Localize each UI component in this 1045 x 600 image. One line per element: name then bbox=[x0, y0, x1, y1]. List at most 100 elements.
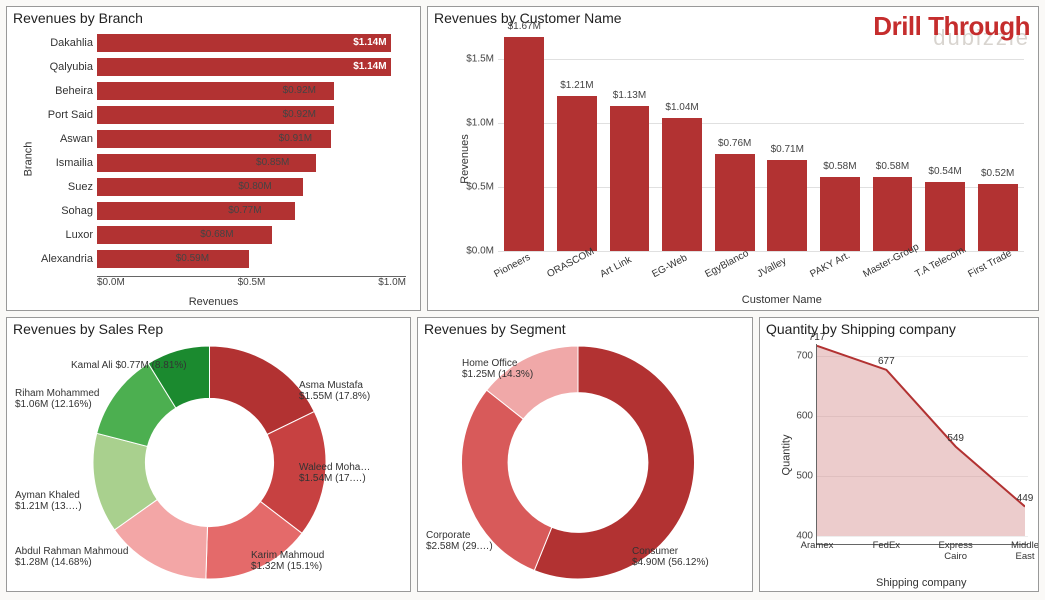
branch-category-label: Ismailia bbox=[11, 157, 93, 169]
branch-value-label: $0.92M bbox=[283, 106, 316, 124]
branch-bar-row: Qalyubia$1.14M bbox=[97, 55, 406, 79]
shipping-area-fill bbox=[817, 346, 1025, 536]
shipping-category-label: FedEx bbox=[856, 540, 916, 551]
branch-xlabel: Revenues bbox=[189, 296, 239, 308]
segment-chart-title: Revenues by Segment bbox=[418, 318, 752, 337]
branch-bar[interactable]: $0.92M bbox=[97, 106, 334, 124]
customer-value-label: $0.58M bbox=[867, 161, 917, 172]
customer-value-label: $0.58M bbox=[815, 161, 865, 172]
customer-category-label: JValley bbox=[756, 256, 789, 281]
branch-value-label: $0.80M bbox=[238, 178, 271, 196]
salesrep-chart-panel: Revenues by Sales Rep Asma Mustafa$1.55M… bbox=[6, 317, 411, 592]
shipping-ylabel: Quantity bbox=[780, 434, 792, 475]
shipping-ytick: 600 bbox=[783, 411, 813, 422]
branch-category-label: Suez bbox=[11, 181, 93, 193]
branch-bar[interactable]: $0.77M bbox=[97, 202, 295, 220]
shipping-value-label: 549 bbox=[947, 433, 964, 444]
customer-bar[interactable]: $0.54M bbox=[925, 182, 965, 251]
branch-xtick: $1.0M bbox=[378, 277, 406, 294]
branch-plot-area: Dakahlia$1.14MQalyubia$1.14MBeheira$0.92… bbox=[97, 31, 406, 276]
branch-bar-row: Port Said$0.92M bbox=[97, 103, 406, 127]
branch-value-label: $0.77M bbox=[228, 202, 261, 220]
branch-category-label: Qalyubia bbox=[11, 61, 93, 73]
shipping-xlabel: Shipping company bbox=[876, 577, 967, 589]
branch-category-label: Luxor bbox=[11, 229, 93, 241]
branch-category-label: Beheira bbox=[11, 85, 93, 97]
branch-bar-row: Luxor$0.68M bbox=[97, 223, 406, 247]
branch-bar[interactable]: $0.68M bbox=[97, 226, 272, 244]
branch-category-label: Alexandria bbox=[11, 253, 93, 265]
branch-bar-row: Dakahlia$1.14M bbox=[97, 31, 406, 55]
customer-category-label: Pioneers bbox=[493, 252, 533, 280]
branch-value-label: $1.14M bbox=[353, 58, 386, 76]
salesrep-plot-area: Asma Mustafa$1.55M (17.8%) Waleed Moha…$1… bbox=[11, 340, 406, 587]
branch-bar[interactable]: $0.59M bbox=[97, 250, 249, 268]
branch-value-label: $0.68M bbox=[200, 226, 233, 244]
branch-value-label: $0.85M bbox=[256, 154, 289, 172]
branch-bar[interactable]: $0.92M bbox=[97, 82, 334, 100]
customer-category-label: Art Link bbox=[598, 254, 633, 280]
shipping-value-label: 677 bbox=[878, 356, 895, 367]
donut-slice-label: Waleed Moha…$1.54M (17.…) bbox=[299, 462, 370, 484]
donut-slice-label: Asma Mustafa$1.55M (17.8%) bbox=[299, 380, 370, 402]
customer-bar[interactable]: $0.76M bbox=[715, 154, 755, 251]
donut-slice-label: Home Office$1.25M (14.3%) bbox=[462, 358, 533, 380]
branch-bar-row: Aswan$0.91M bbox=[97, 127, 406, 151]
customer-category-label: PAKY Art. bbox=[808, 250, 852, 280]
segment-plot-area: Consumer$4.90M (56.12%) Corporate$2.58M (… bbox=[422, 340, 748, 587]
customer-category-label: First Trade bbox=[966, 248, 1013, 280]
customer-bar[interactable]: $1.67M bbox=[504, 37, 544, 251]
customer-ytick: $1.5M bbox=[452, 53, 494, 64]
shipping-chart-title: Quantity by Shipping company bbox=[760, 318, 1038, 337]
customer-ytick: $0.0M bbox=[452, 246, 494, 257]
branch-value-label: $0.91M bbox=[279, 130, 312, 148]
customer-bar[interactable]: $0.58M bbox=[820, 177, 860, 251]
shipping-plot-area: 400500600700717Aramex677FedEx549ExpressC… bbox=[816, 344, 1028, 545]
donut-slice-label: Corporate$2.58M (29.…) bbox=[426, 530, 506, 552]
branch-bar[interactable]: $1.14M bbox=[97, 58, 391, 76]
customer-bar[interactable]: $1.21M bbox=[557, 96, 597, 251]
donut-slice-label: Ayman Khaled$1.21M (13.…) bbox=[15, 490, 105, 512]
branch-category-label: Sohag bbox=[11, 205, 93, 217]
customer-value-label: $1.13M bbox=[604, 90, 654, 101]
branch-bar[interactable]: $1.14M bbox=[97, 34, 391, 52]
branch-bar-row: Sohag$0.77M bbox=[97, 199, 406, 223]
branch-bar-row: Alexandria$0.59M bbox=[97, 247, 406, 271]
branch-bar[interactable]: $0.85M bbox=[97, 154, 316, 172]
branch-chart-panel: Revenues by Branch Branch Dakahlia$1.14M… bbox=[6, 6, 421, 311]
customer-chart-panel: Drill Through dubizzle Revenues by Custo… bbox=[427, 6, 1039, 311]
donut-slice-label: Consumer$4.90M (56.12%) bbox=[632, 546, 709, 568]
shipping-gridline bbox=[817, 536, 1028, 537]
branch-bar[interactable]: $0.80M bbox=[97, 178, 303, 196]
customer-bar[interactable]: $0.71M bbox=[767, 160, 807, 251]
customer-gridline bbox=[498, 59, 1024, 60]
shipping-chart-panel: Quantity by Shipping company Quantity 40… bbox=[759, 317, 1039, 592]
branch-value-label: $0.92M bbox=[283, 82, 316, 100]
customer-xlabel: Customer Name bbox=[742, 294, 822, 306]
branch-bar[interactable]: $0.91M bbox=[97, 130, 331, 148]
customer-bar[interactable]: $0.58M bbox=[873, 177, 913, 251]
branch-category-label: Port Said bbox=[11, 109, 93, 121]
segment-chart-panel: Revenues by Segment Consumer$4.90M (56.1… bbox=[417, 317, 753, 592]
branch-bar-row: Suez$0.80M bbox=[97, 175, 406, 199]
customer-category-label: EgyBlanco bbox=[703, 248, 750, 280]
customer-bar[interactable]: $0.52M bbox=[978, 184, 1018, 251]
customer-plot-area: $0.0M$0.5M$1.0M$1.5M$1.67MPioneers$1.21M… bbox=[498, 33, 1024, 252]
customer-bar[interactable]: $1.04M bbox=[662, 118, 702, 251]
customer-category-label: EG-Web bbox=[650, 252, 689, 280]
customer-ylabel: Revenues bbox=[459, 134, 471, 184]
branch-xtick: $0.0M bbox=[97, 277, 125, 294]
branch-value-label: $1.14M bbox=[353, 34, 386, 52]
customer-bar[interactable]: $1.13M bbox=[610, 106, 650, 251]
customer-gridline bbox=[498, 251, 1024, 252]
branch-chart-title: Revenues by Branch bbox=[7, 7, 420, 26]
customer-ytick: $0.5M bbox=[452, 181, 494, 192]
donut-slice-label: Karim Mahmoud$1.32M (15.1%) bbox=[251, 550, 324, 572]
branch-bar-row: Beheira$0.92M bbox=[97, 79, 406, 103]
branch-category-label: Dakahlia bbox=[11, 37, 93, 49]
branch-bar-row: Ismailia$0.85M bbox=[97, 151, 406, 175]
shipping-value-label: 449 bbox=[1017, 493, 1034, 504]
customer-value-label: $0.76M bbox=[710, 138, 760, 149]
branch-value-label: $0.59M bbox=[176, 250, 209, 268]
shipping-category-label: ExpressCairo bbox=[926, 540, 986, 562]
